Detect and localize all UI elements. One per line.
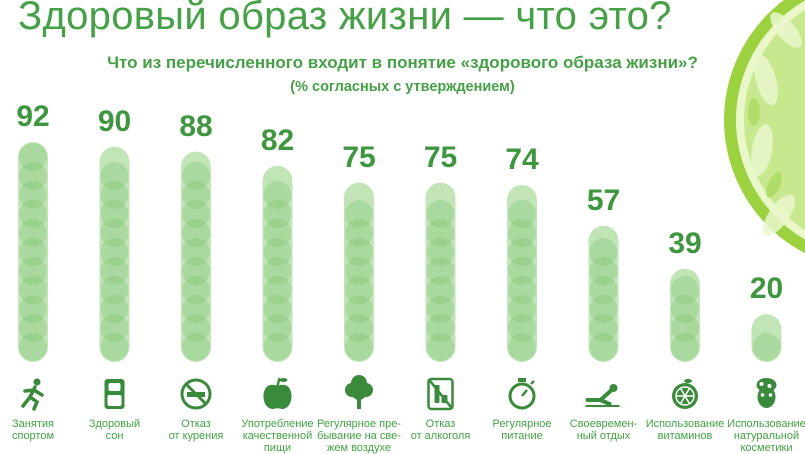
orange-icon	[672, 379, 698, 409]
category-label: Использование натуральной косметики	[727, 418, 805, 454]
bar-value-label: 92	[16, 100, 50, 133]
category-label: Занятия спортом	[11, 418, 55, 442]
bar-value-label: 74	[505, 143, 539, 177]
bar	[99, 146, 130, 362]
category-label: Регулярное пре-бывание на све-жем воздух…	[317, 418, 401, 454]
face-mask-icon	[756, 378, 777, 408]
bar	[262, 165, 293, 362]
bar	[588, 225, 619, 362]
no-alcohol-icon	[427, 377, 454, 411]
bar	[670, 268, 700, 362]
bar-value-label: 75	[423, 140, 458, 174]
category-label: Регулярное питание	[492, 418, 552, 442]
category-label: Отказ от курения	[168, 418, 224, 442]
chart-note: (% согласных с утверждением)	[290, 79, 515, 95]
bar-value-label: 90	[97, 104, 132, 138]
stopwatch-icon	[508, 378, 536, 410]
bar	[18, 142, 48, 362]
category-label: Здоровый сон	[88, 418, 141, 442]
bar	[425, 182, 456, 362]
category-label: Своевремен-ный отдых	[569, 418, 638, 442]
sleeping-person-icon	[104, 379, 125, 409]
category-label: Использование витаминов	[645, 418, 725, 442]
tree-icon	[345, 375, 373, 409]
bar-value-label: 88	[179, 109, 213, 143]
bar-value-label: 75	[342, 140, 376, 174]
page-title: Здоровый образ жизни — что это?	[18, 0, 672, 38]
chart-subtitle: Что из перечисленного входит в понятие «…	[107, 53, 698, 72]
apple-icon	[263, 377, 292, 410]
bar	[181, 151, 211, 362]
no-smoking-icon	[180, 378, 212, 410]
category-label: Употребление качественной пищи	[241, 418, 314, 454]
bar-value-label: 82	[260, 123, 295, 157]
bar	[751, 314, 782, 362]
bar-value-label: 39	[668, 226, 702, 260]
lime-slice-decoration	[724, 0, 805, 254]
bar	[507, 185, 537, 362]
category-label: Отказ от алкоголя	[410, 418, 471, 442]
bar	[344, 182, 374, 362]
bar-value-label: 57	[586, 183, 621, 217]
resting-person-icon	[585, 384, 620, 407]
bar-value-label: 20	[749, 272, 784, 306]
runner-icon	[21, 378, 44, 411]
